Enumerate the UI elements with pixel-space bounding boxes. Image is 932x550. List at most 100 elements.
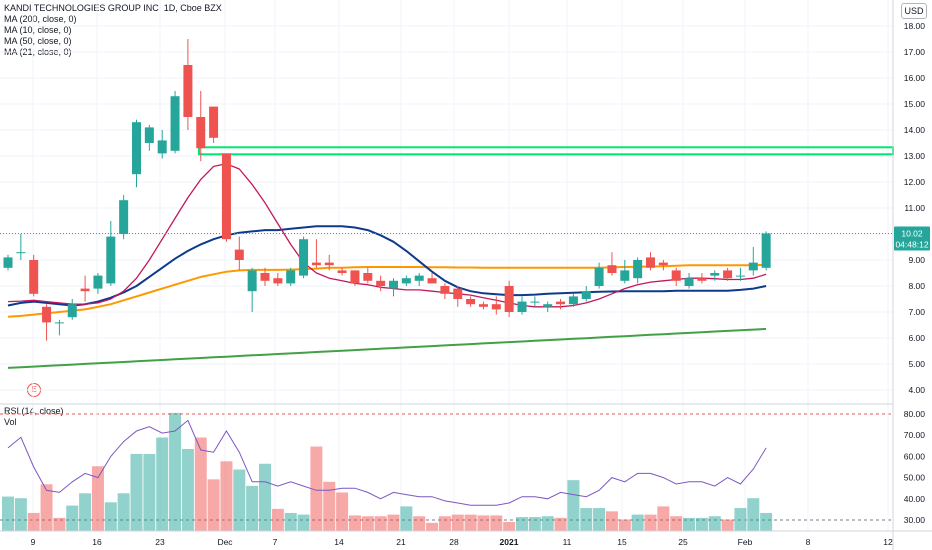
candle-body [440,286,450,294]
candle-body [504,286,514,312]
time-tick-label: Dec [217,537,233,547]
price-tick-label: 13.00 [904,151,926,161]
volume-bar [348,515,361,531]
time-tick-label: Feb [738,537,753,547]
price-badge [894,226,930,251]
price-tick-label: 11.00 [904,203,925,213]
volume-bar [310,446,323,531]
volume-bar [683,517,696,531]
volume-bar [438,516,451,531]
volume-bar [14,498,27,531]
legend-rsi[interactable]: RSI (14, close) [4,406,64,416]
horizontal-level-line[interactable] [198,146,894,156]
volume-bar [490,515,503,531]
price-tick-label: 7.00 [908,307,925,317]
candle-body [170,96,180,151]
candle-body [491,304,501,310]
currency-badge[interactable]: USD [901,3,927,19]
candle-body [67,304,77,318]
candle-body [3,257,13,268]
volume-bar [323,481,336,531]
candle-body [414,275,424,281]
volume-bar [426,522,439,531]
legend-ma50[interactable]: MA (50, close, 0) [4,36,72,46]
candle-body [658,262,668,266]
volume-bar [464,514,477,531]
candle-body [144,127,154,143]
candle-body [697,278,707,281]
last-price-label: 10.02 [901,228,923,238]
rsi-polyline [7,419,767,506]
candle-body [556,301,566,305]
time-tick-label: 28 [449,537,459,547]
candle-body [761,233,771,268]
volume-bar [169,412,182,531]
candle-body [93,275,103,289]
candle-body [119,200,129,234]
candle-body [633,260,643,279]
candle-body [376,280,386,286]
candle-body [311,262,321,266]
candle-body [42,306,52,323]
legend-title[interactable]: KANDI TECHNOLOGIES GROUP INC, 1D, Cboe B… [4,3,222,13]
volume-bar [400,506,413,531]
time-tick-label: 7 [273,537,278,547]
legend-ma10[interactable]: MA (10, close, 0) [4,25,72,35]
indicator-tick-label: 30.00 [904,515,926,525]
volume-bar [670,516,683,531]
time-tick-label: 8 [806,537,811,547]
candle-body [196,117,206,149]
candle-body [684,278,694,286]
candle-body [221,153,231,240]
candle-body [568,296,578,305]
volume-bar [336,492,349,531]
price-tick-label: 17.00 [904,47,926,57]
volume-bar [516,517,528,531]
candle-body [735,275,745,277]
volume-bar [297,514,310,531]
price-tick-label: 15.00 [904,99,926,109]
price-tick-label: 16.00 [904,73,926,83]
candle-body [594,267,604,286]
volume-bar [695,517,708,531]
ma10-line [7,163,767,308]
candle-body [723,270,733,279]
candle-body [29,260,39,294]
candle-body [299,239,309,276]
indicator-tick-label: 60.00 [904,451,926,461]
volume-bar [207,479,220,531]
volume-bar [117,493,130,531]
time-tick-label: 2021 [500,537,519,547]
candlesticks [0,39,893,341]
volume-bar [130,453,143,531]
volume-bar [657,506,670,531]
indicator-tick-label: 40.00 [904,494,926,504]
candle-body [478,304,488,307]
time-tick-label: 21 [396,537,406,547]
candle-body [132,122,141,175]
candle-body [620,270,630,281]
candle-body [247,270,257,292]
price-tick-label: 18.00 [904,21,926,31]
volume-bar [451,514,464,531]
candle-body [710,273,720,276]
candle-body [466,299,476,305]
volume-bar [40,484,53,531]
time-tick-label: 16 [92,537,102,547]
candle-body [273,278,283,284]
volume-bar [91,466,104,531]
candle-body [517,301,527,312]
candle-body [427,278,437,284]
volume-bar [53,517,66,531]
price-tick-label: 8.00 [908,281,925,291]
volume-bar [503,521,516,531]
volume-bar [593,508,606,531]
volume-bar [605,511,618,531]
volume-bar [721,519,734,531]
volume-bar [747,498,760,531]
legend-vol[interactable]: Vol [4,417,17,427]
candle-body [363,273,373,281]
price-tick-label: 9.00 [908,255,925,265]
legend-ma200[interactable]: MA (200, close, 0) [4,14,77,24]
